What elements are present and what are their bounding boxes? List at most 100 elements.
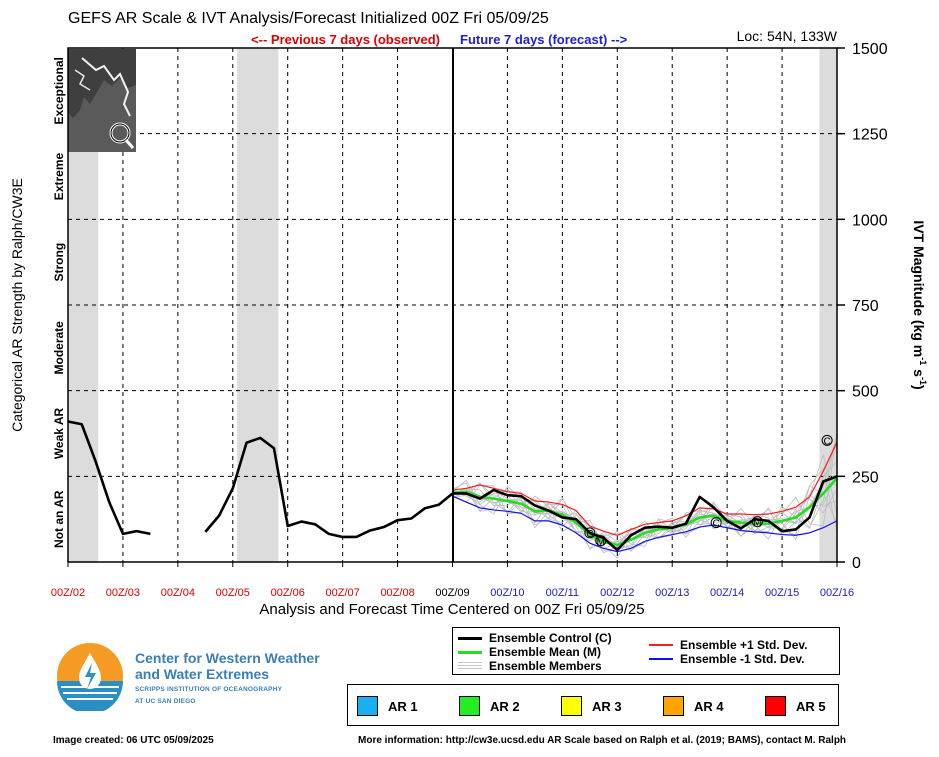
marker-label: C xyxy=(713,519,720,530)
image-created-footer: Image created: 06 UTC 05/09/2025 xyxy=(53,735,214,746)
series-line-ensemble-1-std-dev xyxy=(452,441,838,536)
ar-1-label: AR 1 xyxy=(388,698,418,714)
marker-circle xyxy=(821,434,833,446)
logo-title-line2: and Water Extremes xyxy=(135,666,270,682)
legend-plus-std-row: Ensemble +1 Std. Dev. xyxy=(649,638,808,652)
series-line-ensemble-control-c xyxy=(452,475,838,552)
x-tick-label: 00Z/05 xyxy=(216,587,250,599)
x-tick-label: 00Z/09 xyxy=(435,587,469,599)
series-line-observed xyxy=(204,436,454,539)
ar-5-label: AR 5 xyxy=(796,698,826,714)
category-label: Extreme xyxy=(52,153,66,201)
ar-scale-legend: AR 1 AR 2 AR 3 AR 4 AR 5 xyxy=(347,684,839,726)
map-coastline xyxy=(81,57,131,117)
legend-plus-std-label: Ensemble +1 Std. Dev. xyxy=(680,638,808,652)
ensemble-member-line xyxy=(452,467,838,551)
x-tick-label: 00Z/10 xyxy=(490,587,524,599)
series-line-ensemble-1-std-dev xyxy=(452,495,838,553)
series-line-observed xyxy=(67,420,151,536)
legend-mean-swatch xyxy=(458,650,482,654)
ar-4-label: AR 4 xyxy=(694,698,724,714)
x-tick-label: 00Z/15 xyxy=(765,587,799,599)
right-axis-title-end: ) xyxy=(911,385,927,390)
location-label: Loc: 54N, 133W xyxy=(737,28,838,44)
category-label: Moderate xyxy=(52,321,66,375)
logo-bolt xyxy=(85,663,96,689)
ar-2-label: AR 2 xyxy=(490,698,520,714)
marker-label: C xyxy=(823,436,830,447)
x-tick-label: 00Z/03 xyxy=(106,587,140,599)
logo-water xyxy=(57,681,123,711)
ar-period-band-2 xyxy=(237,48,279,562)
x-tick-label: 00Z/14 xyxy=(710,587,744,599)
ensemble-member-line xyxy=(452,478,838,545)
category-label: Strong xyxy=(52,243,66,282)
marker-label: C xyxy=(586,529,593,540)
marker-circle xyxy=(584,527,596,539)
series-layer xyxy=(67,420,838,553)
ar-scale-item-1: AR 1 xyxy=(357,696,418,716)
legend-control-swatch xyxy=(458,636,482,640)
ar-3-swatch xyxy=(561,696,582,716)
right-axis-title-mid: s xyxy=(911,365,927,377)
x-axis: 00Z/02 00Z/03 00Z/04 00Z/05 00Z/06 00Z/07 00Z/… xyxy=(51,562,854,599)
legend-plus-std-swatch xyxy=(649,644,673,646)
right-axis-title-main: IVT Magnitude (kg m xyxy=(911,220,927,357)
category-label: Not an AR xyxy=(52,490,66,548)
y-tick-label: 1250 xyxy=(852,127,888,144)
x-tick-label: 00Z/11 xyxy=(546,587,579,599)
right-axis-title-sup2: -1 xyxy=(918,377,928,385)
more-information-footer: More information: http://cw3e.ucsd.edu A… xyxy=(358,735,847,746)
right-axis-title: IVT Magnitude (kg m-1 s-1) xyxy=(911,220,928,389)
map-islands xyxy=(74,69,91,91)
legend-members-swatch xyxy=(458,661,482,671)
ar-scale-item-2: AR 2 xyxy=(459,696,520,716)
legend-minus-std-row: Ensemble -1 Std. Dev. xyxy=(649,652,804,666)
x-tick-label: 00Z/13 xyxy=(655,587,689,599)
logo-sub-line1: SCRIPPS INSTITUTION OF OCEANOGRAPHY xyxy=(135,686,283,693)
legend-control-label: Ensemble Control (C) xyxy=(489,631,612,645)
category-label: Weak AR xyxy=(52,407,66,459)
legend-members-row: Ensemble Members xyxy=(458,659,602,673)
legend-members-label: Ensemble Members xyxy=(489,659,602,673)
map-location-pin xyxy=(124,139,135,149)
ensemble-member-line xyxy=(452,460,838,550)
marker-circle xyxy=(595,535,607,547)
map-location-ring-outline xyxy=(110,123,130,143)
legend-control-row: Ensemble Control (C) xyxy=(458,631,612,645)
x-axis-title: Analysis and Forecast Time Centered on 0… xyxy=(259,601,644,618)
ensemble-member-line xyxy=(452,435,838,554)
ar-1-swatch xyxy=(357,696,378,716)
cw3e-logo-text: Center for Western Weather and Water Ext… xyxy=(135,650,320,706)
y-tick-label: 750 xyxy=(852,298,879,315)
marker-circle xyxy=(710,517,722,529)
legend-mean-label: Ensemble Mean (M) xyxy=(489,645,602,659)
category-labels: Not an AR Weak AR Moderate Strong Extreme Exc… xyxy=(52,57,66,548)
map-land xyxy=(68,49,136,118)
previous-days-label: <-- Previous 7 days (observed) xyxy=(251,32,440,47)
marker-label: M xyxy=(597,537,605,548)
y-tick-label: 1500 xyxy=(852,41,888,58)
y-tick-label: 500 xyxy=(852,384,879,401)
marker-label: M xyxy=(753,518,761,529)
location-map-inset xyxy=(68,49,136,152)
ar-2-swatch xyxy=(459,696,480,716)
ar-scale-item-3: AR 3 xyxy=(561,696,622,716)
x-tick-label: 00Z/12 xyxy=(600,587,634,599)
ar-scale-item-4: AR 4 xyxy=(663,696,724,716)
chart-title: GEFS AR Scale & IVT Analysis/Forecast In… xyxy=(68,10,549,27)
future-days-label: Future 7 days (forecast) --> xyxy=(460,32,628,47)
ensemble-legend: Ensemble Control (C) Ensemble Mean (M) E… xyxy=(452,627,840,675)
right-axis-title-sup1: -1 xyxy=(918,357,928,365)
logo-sub-line2: AT UC SAN DIEGO xyxy=(135,698,196,705)
x-tick-label: 00Z/02 xyxy=(51,587,85,599)
y-tick-label: 0 xyxy=(852,555,861,572)
x-tick-label: 00Z/07 xyxy=(326,587,360,599)
marker-m: M xyxy=(595,535,607,548)
marker-c: C xyxy=(710,517,722,530)
y-tick-label: 250 xyxy=(852,469,879,486)
x-tick-label: 00Z/04 xyxy=(161,587,195,599)
marker-c: C xyxy=(584,527,596,540)
x-tick-label: 00Z/16 xyxy=(820,587,854,599)
